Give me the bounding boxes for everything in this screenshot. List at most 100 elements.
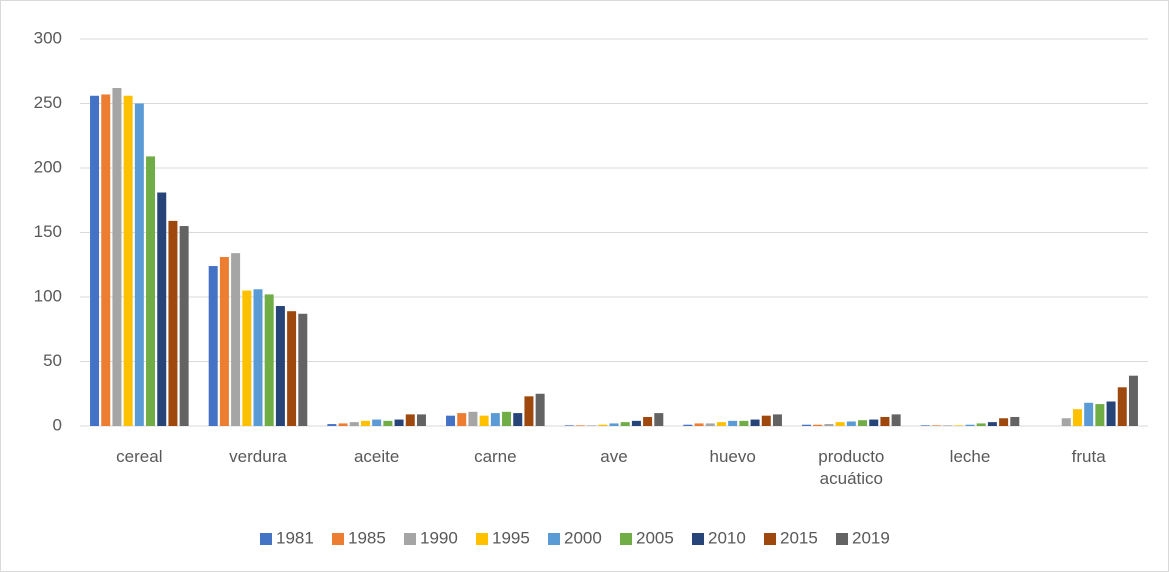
bar (954, 425, 964, 426)
bar (609, 423, 619, 426)
bar (242, 290, 252, 426)
bar (134, 103, 144, 426)
bar (123, 95, 133, 426)
legend-label: 2010 (708, 528, 746, 547)
bar (750, 419, 760, 426)
bar (416, 414, 426, 426)
y-tick-label: 0 (53, 415, 62, 434)
y-tick-label: 150 (34, 222, 62, 241)
bar (802, 424, 812, 426)
bar (869, 419, 879, 426)
legend-label: 2019 (852, 528, 890, 547)
legend-label: 1990 (420, 528, 458, 547)
bar (360, 420, 370, 426)
bar (112, 88, 122, 427)
bar (264, 294, 274, 426)
bar (920, 425, 930, 426)
bar (880, 416, 890, 426)
bar (631, 420, 641, 426)
bar (490, 413, 500, 426)
bar (654, 413, 664, 426)
legend-label: 1995 (492, 528, 530, 547)
x-tick-label: fruta (1071, 447, 1106, 466)
bar (468, 411, 478, 426)
bar (349, 422, 359, 426)
bar (338, 423, 348, 426)
x-tick-label: carne (474, 447, 517, 466)
bar (179, 226, 189, 426)
legend-label: 1985 (348, 528, 386, 547)
bar (575, 425, 585, 426)
bar (90, 95, 100, 426)
bar (1117, 387, 1127, 426)
bar (620, 422, 630, 426)
bar (372, 419, 382, 426)
bar (598, 424, 608, 426)
bar (524, 396, 534, 426)
bar (383, 420, 393, 426)
y-tick-label: 300 (34, 28, 62, 47)
bar (275, 306, 285, 426)
bar (1106, 401, 1116, 426)
bar (1084, 402, 1094, 426)
bar (1128, 375, 1138, 426)
bar (694, 423, 704, 426)
bar (976, 423, 986, 426)
bar (891, 414, 901, 426)
bar (1010, 416, 1020, 426)
bar (502, 411, 512, 426)
bar (1061, 418, 1071, 426)
x-tick-label: huevo (709, 447, 756, 466)
legend-swatch (404, 533, 416, 545)
bar (587, 425, 597, 426)
bar (931, 425, 941, 426)
bar (298, 313, 308, 426)
bar (219, 257, 229, 426)
x-tick-label: leche (949, 447, 991, 466)
bar (327, 424, 337, 426)
bar (683, 424, 693, 426)
bar (231, 253, 241, 426)
bar (287, 311, 297, 426)
bar (457, 413, 467, 426)
legend-label: 2000 (564, 528, 602, 547)
x-tick-label: cereal (116, 447, 163, 466)
bar (513, 413, 523, 426)
bar (965, 424, 975, 426)
bar (535, 393, 545, 426)
legend-label: 2015 (780, 528, 818, 547)
x-tick-label: verdura (229, 447, 287, 466)
bar (101, 94, 111, 426)
bar (846, 421, 856, 426)
y-tick-label: 250 (34, 93, 62, 112)
bar (999, 418, 1009, 426)
x-tick-label: producto acuático (818, 447, 885, 488)
bar (394, 419, 404, 426)
legend-swatch (764, 533, 776, 545)
legend-swatch (836, 533, 848, 545)
bar (1072, 409, 1082, 426)
bar (446, 415, 456, 426)
legend-swatch (548, 533, 560, 545)
bar (146, 156, 156, 426)
bar (728, 420, 738, 426)
bar (157, 192, 167, 426)
x-tick-label: aceite (353, 447, 400, 466)
legend-swatch (692, 533, 704, 545)
bar (208, 266, 218, 426)
bar (987, 422, 997, 426)
bar (761, 415, 771, 426)
bar (813, 424, 823, 426)
y-tick-label: 50 (43, 351, 62, 370)
bar (835, 422, 845, 426)
bar (739, 420, 749, 426)
bar (772, 414, 782, 426)
legend-swatch (332, 533, 344, 545)
legend-label: 1981 (276, 528, 314, 547)
x-tick-label: ave (600, 447, 628, 466)
legend-label: 2005 (636, 528, 674, 547)
bar (705, 423, 715, 426)
